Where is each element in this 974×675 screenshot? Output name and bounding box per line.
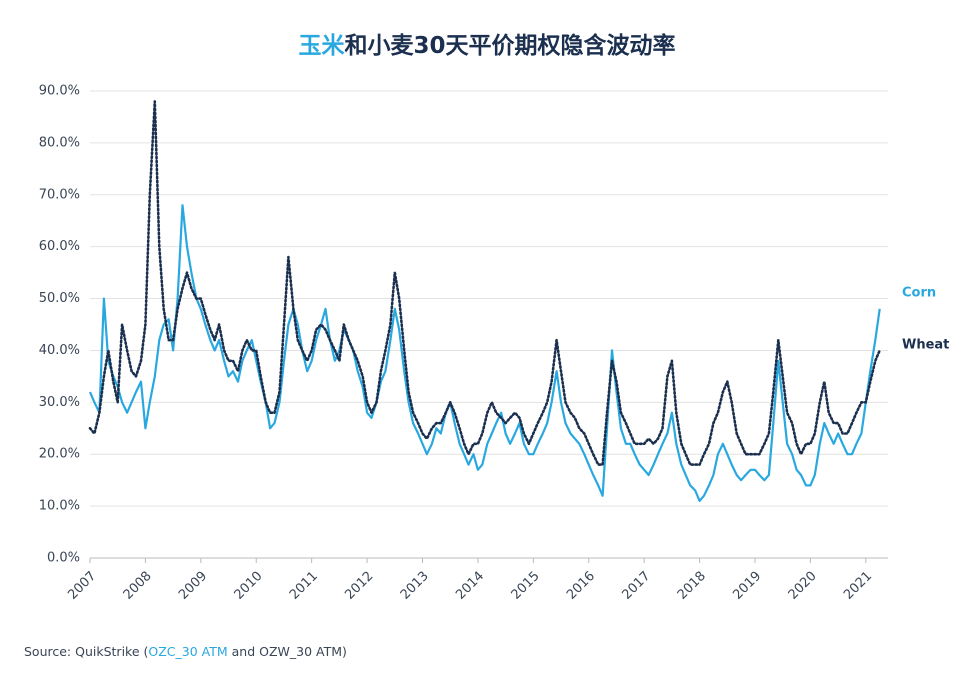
y-tick-label: 80.0%	[39, 135, 80, 150]
y-tick-label: 50.0%	[39, 291, 80, 306]
x-tick-label: 2011	[287, 569, 321, 603]
x-tick-label: 2019	[730, 569, 764, 603]
y-tick-label: 10.0%	[39, 499, 80, 514]
title-rest: 和小麦30天平价期权隐含波动率	[344, 32, 675, 59]
x-tick-label: 2007	[65, 569, 99, 603]
chart-title: 玉米和小麦30天平价期权隐含波动率	[298, 32, 675, 59]
legend-label: Wheat	[902, 338, 949, 353]
x-tick-label: 2021	[841, 569, 875, 603]
x-tick-label: 2013	[398, 569, 432, 603]
x-tick-label: 2015	[509, 569, 543, 603]
y-tick-label: 0.0%	[47, 551, 80, 566]
title-highlight: 玉米	[298, 33, 345, 59]
series-line	[88, 100, 881, 466]
y-tick-label: 40.0%	[39, 343, 80, 358]
source-suffix: and OZW_30 ATM)	[228, 644, 347, 659]
y-tick-label: 30.0%	[39, 395, 80, 410]
source-prefix: Source: QuikStrike (	[24, 644, 148, 659]
x-tick-label: 2012	[342, 569, 376, 603]
x-tick-label: 2014	[453, 569, 487, 603]
x-tick-label: 2008	[121, 569, 155, 603]
y-tick-label: 70.0%	[39, 187, 80, 202]
series-line	[88, 204, 881, 502]
source-highlight: OZC_30 ATM	[148, 644, 227, 659]
y-tick-label: 20.0%	[39, 447, 80, 462]
legend-label: Corn	[902, 286, 936, 301]
y-tick-label: 90.0%	[39, 84, 80, 99]
y-tick-label: 60.0%	[39, 239, 80, 254]
x-tick-label: 2009	[176, 569, 210, 603]
x-tick-label: 2017	[619, 569, 653, 603]
x-tick-label: 2018	[675, 569, 709, 603]
source: Source: QuikStrike (OZC_30 ATM and OZW_3…	[24, 644, 347, 659]
x-tick-label: 2020	[786, 569, 820, 603]
x-tick-label: 2016	[564, 569, 598, 603]
x-tick-label: 2010	[232, 569, 266, 603]
